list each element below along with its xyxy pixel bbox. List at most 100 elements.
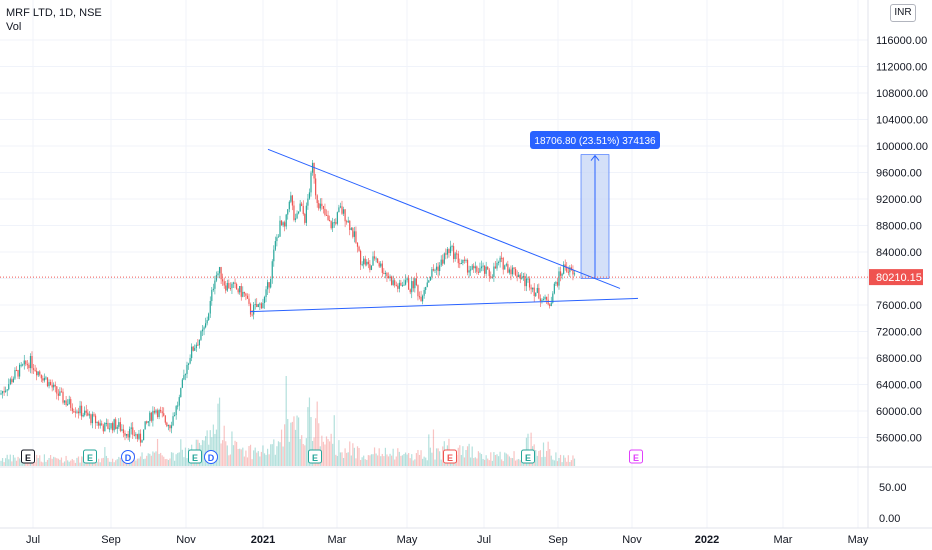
- volume-bar: [50, 454, 52, 466]
- time-axis[interactable]: Jul Sep Nov 2021 Mar May Jul Sep Nov 2022 Mar May: [26, 534, 869, 546]
- volume-bar: [318, 423, 320, 466]
- price-axis[interactable]: 116000.00 112000.00 108000.00 104000.00 1000…: [876, 35, 928, 445]
- volume-bar: [248, 446, 250, 466]
- candle-body: [411, 281, 413, 293]
- candle-body: [172, 416, 174, 426]
- volume-bar: [429, 447, 431, 466]
- volume-bar: [153, 452, 156, 466]
- candle-body: [125, 433, 128, 436]
- dividend-icon[interactable]: D: [121, 450, 135, 464]
- upper-trendline[interactable]: [267, 148, 621, 289]
- candle-body: [208, 313, 210, 321]
- candle-body: [449, 246, 452, 254]
- volume-bar: [203, 440, 205, 466]
- volume-bar: [296, 415, 298, 466]
- candle-body: [418, 296, 421, 298]
- volume-bar: [377, 455, 379, 466]
- candle-body: [497, 262, 500, 264]
- volume-bar: [561, 462, 563, 466]
- candle-body: [5, 390, 7, 392]
- volume-bar: [409, 458, 411, 466]
- volume-bar: [494, 455, 497, 466]
- volume-bar: [68, 461, 70, 466]
- lower-trendline[interactable]: [249, 297, 639, 313]
- volume-bar: [223, 425, 225, 466]
- last-price-value: 80210.15: [876, 272, 922, 284]
- dividend-icon[interactable]: D: [204, 450, 218, 464]
- volume-bar: [277, 441, 280, 466]
- candle-body: [181, 379, 183, 388]
- candle-body: [406, 278, 408, 281]
- volume-bar: [310, 417, 312, 466]
- candle-body: [522, 276, 524, 278]
- time-tick-label: Nov: [176, 534, 196, 546]
- candle-body: [149, 412, 151, 422]
- candle-body: [191, 346, 193, 359]
- volume-bar: [341, 452, 343, 466]
- candle-body: [217, 273, 219, 276]
- candle-body: [535, 292, 537, 297]
- earnings-icon[interactable]: E: [521, 449, 535, 464]
- volume-bar: [54, 457, 56, 466]
- volume-bar: [353, 447, 355, 466]
- currency-badge-text: INR: [894, 7, 912, 18]
- volume-bar: [389, 453, 391, 466]
- volume-bar: [20, 460, 22, 466]
- volume-bar: [19, 458, 21, 466]
- volume-bar: [240, 449, 242, 466]
- price-tick-label: 84000.00: [876, 247, 922, 259]
- volume-bar: [420, 450, 422, 466]
- candle-body: [240, 285, 242, 297]
- earnings-icon[interactable]: E: [443, 449, 457, 464]
- currency-badge[interactable]: INR: [890, 4, 916, 22]
- candle-body: [431, 269, 433, 277]
- volume-indicator-label[interactable]: Vol: [6, 21, 22, 33]
- candle-body: [98, 421, 100, 426]
- volume-axis[interactable]: 50.00 0.00: [879, 482, 907, 525]
- volume-bar: [566, 461, 568, 466]
- volume-bar: [544, 456, 546, 466]
- volume-bar: [339, 452, 342, 466]
- candle-body: [48, 382, 50, 387]
- volume-bar: [398, 451, 400, 466]
- earnings-icon[interactable]: E: [188, 449, 202, 464]
- volume-tick-label: 50.00: [879, 482, 907, 494]
- volume-bar: [110, 461, 112, 466]
- earnings-icon[interactable]: E: [629, 449, 643, 464]
- volume-bar: [466, 446, 469, 466]
- candle-body: [310, 172, 312, 193]
- volume-bar: [249, 444, 252, 466]
- volume-bar: [121, 458, 123, 466]
- earnings-icon[interactable]: E: [308, 449, 322, 464]
- earnings-icon[interactable]: E: [83, 449, 97, 464]
- candle-body: [229, 288, 231, 290]
- candle-body: [335, 222, 337, 224]
- candle-body: [215, 275, 218, 281]
- volume-bar: [394, 459, 396, 466]
- volume-bar: [39, 455, 41, 466]
- candle-body: [174, 415, 176, 417]
- volume-bar: [364, 459, 366, 466]
- volume-bar: [79, 462, 81, 466]
- candle-body: [243, 291, 245, 294]
- candle-body: [242, 291, 244, 297]
- candle-body: [471, 265, 473, 270]
- candle-body: [287, 209, 289, 215]
- candle-body: [257, 304, 259, 308]
- candle-body: [79, 405, 81, 414]
- candle-body: [338, 207, 340, 213]
- grid-lines: [0, 0, 932, 529]
- symbol-title[interactable]: MRF LTD, 1D, NSE: [6, 7, 102, 19]
- earnings-icon[interactable]: E: [21, 449, 35, 464]
- volume-bar: [234, 440, 236, 466]
- price-tick-label: 116000.00: [876, 35, 927, 47]
- candle-body: [516, 275, 518, 278]
- candle-body: [462, 259, 464, 264]
- candle-body: [546, 296, 548, 300]
- candle-body: [60, 391, 63, 393]
- candle-body: [488, 269, 490, 277]
- candle-body: [135, 434, 137, 436]
- candle-body: [178, 397, 180, 406]
